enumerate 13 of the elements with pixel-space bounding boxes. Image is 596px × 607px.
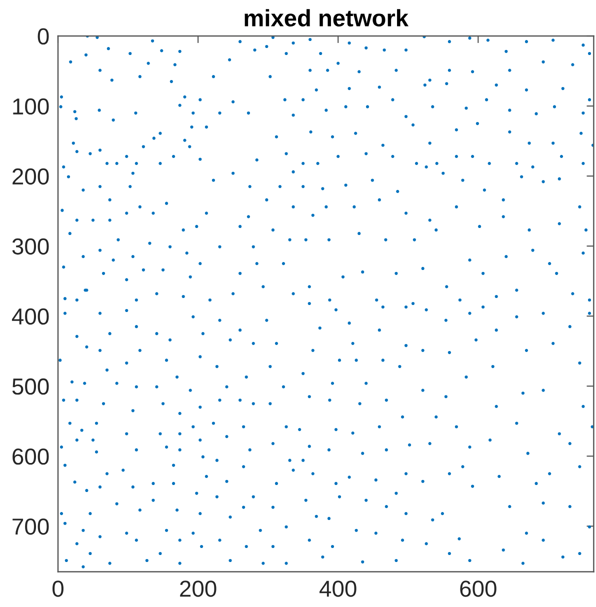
x-tick-label: 400 xyxy=(320,580,356,597)
y-tick-label: 400 xyxy=(12,308,49,325)
x-tick-label: 600 xyxy=(460,580,496,597)
y-tick-label: 500 xyxy=(12,378,49,395)
y-tick-label: 300 xyxy=(12,238,49,255)
x-tick-label: 200 xyxy=(180,580,216,597)
y-tick-label: 200 xyxy=(12,168,49,185)
chart-title: mixed network xyxy=(244,9,409,27)
y-tick-label: 0 xyxy=(38,28,49,45)
x-tick-label: 0 xyxy=(52,580,64,597)
y-tick-label: 100 xyxy=(13,98,49,115)
y-tick-label: 600 xyxy=(12,448,49,465)
y-tick-label: 700 xyxy=(12,518,49,535)
